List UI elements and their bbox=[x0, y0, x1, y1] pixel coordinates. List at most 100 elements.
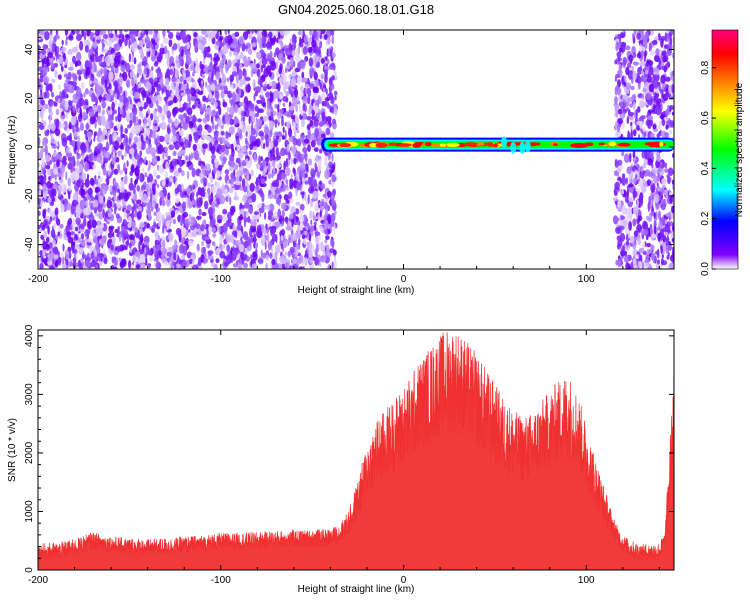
noise-speck bbox=[663, 116, 669, 122]
noise-speck bbox=[67, 48, 73, 56]
noise-speck bbox=[183, 101, 187, 111]
noise-speck bbox=[178, 129, 185, 136]
noise-speck bbox=[178, 99, 182, 110]
noise-speck bbox=[217, 118, 222, 127]
noise-speck bbox=[191, 199, 196, 206]
noise-speck bbox=[666, 236, 670, 243]
noise-speck bbox=[144, 47, 151, 52]
noise-speck bbox=[136, 185, 140, 192]
noise-speck bbox=[225, 147, 229, 156]
noise-speck bbox=[655, 48, 660, 56]
noise-speck bbox=[186, 160, 192, 166]
noise-speck bbox=[133, 193, 137, 202]
noise-speck bbox=[108, 119, 112, 130]
noise-speck bbox=[72, 124, 75, 134]
noise-speck bbox=[64, 30, 68, 36]
noise-speck bbox=[93, 228, 97, 234]
noise-speck bbox=[58, 184, 62, 191]
noise-speck bbox=[124, 245, 128, 250]
noise-speck bbox=[43, 230, 48, 239]
noise-speck bbox=[310, 169, 316, 178]
noise-speck bbox=[119, 30, 123, 36]
noise-speck bbox=[42, 248, 46, 259]
noise-speck bbox=[296, 129, 300, 134]
noise-speck bbox=[653, 103, 656, 109]
noise-speck bbox=[627, 98, 630, 107]
noise-speck bbox=[78, 75, 82, 81]
noise-speck bbox=[242, 168, 248, 174]
noise-speck bbox=[58, 56, 64, 65]
noise-speck bbox=[276, 37, 279, 44]
noise-speck bbox=[284, 251, 288, 256]
noise-speck bbox=[204, 169, 209, 177]
noise-speck bbox=[305, 154, 308, 163]
noise-speck bbox=[119, 261, 125, 269]
noise-speck bbox=[322, 244, 326, 254]
noise-speck bbox=[115, 213, 120, 219]
noise-speck bbox=[239, 51, 244, 59]
noise-speck bbox=[289, 246, 295, 253]
noise-speck bbox=[44, 221, 49, 229]
noise-speck bbox=[218, 235, 224, 244]
noise-speck bbox=[189, 115, 192, 120]
noise-speck bbox=[246, 256, 251, 262]
noise-speck bbox=[39, 74, 44, 83]
noise-speck bbox=[181, 227, 187, 237]
noise-speck bbox=[97, 204, 103, 213]
noise-speck bbox=[242, 178, 246, 186]
noise-speck bbox=[228, 166, 234, 172]
noise-speck bbox=[171, 48, 174, 56]
noise-speck bbox=[327, 216, 332, 225]
noise-speck bbox=[240, 252, 245, 261]
noise-speck bbox=[46, 180, 52, 190]
noise-speck bbox=[94, 96, 98, 102]
noise-speck bbox=[172, 150, 177, 157]
noise-speck bbox=[292, 167, 295, 174]
noise-speck bbox=[637, 238, 641, 246]
noise-speck bbox=[629, 96, 634, 103]
noise-speck bbox=[65, 36, 69, 41]
noise-speck bbox=[315, 154, 319, 162]
noise-speck bbox=[318, 121, 324, 127]
noise-speck bbox=[188, 240, 194, 247]
noise-speck bbox=[292, 258, 298, 263]
noise-speck bbox=[261, 56, 267, 66]
noise-speck bbox=[643, 55, 647, 62]
noise-speck bbox=[268, 81, 273, 87]
noise-speck bbox=[128, 137, 132, 145]
noise-speck bbox=[38, 224, 41, 229]
noise-speck bbox=[284, 67, 288, 74]
noise-speck bbox=[212, 241, 216, 246]
noise-speck bbox=[47, 66, 50, 72]
noise-speck bbox=[131, 54, 134, 63]
noise-speck bbox=[248, 205, 253, 214]
noise-speck bbox=[617, 108, 623, 115]
noise-speck bbox=[643, 228, 649, 236]
noise-speck bbox=[254, 30, 258, 33]
noise-speck bbox=[101, 100, 106, 109]
noise-speck bbox=[300, 111, 304, 116]
noise-speck bbox=[101, 38, 105, 45]
noise-speck bbox=[108, 71, 114, 81]
noise-speck bbox=[268, 120, 275, 129]
noise-speck bbox=[632, 114, 635, 124]
noise-speck bbox=[147, 185, 151, 195]
noise-speck bbox=[101, 96, 107, 102]
noise-speck bbox=[214, 114, 219, 119]
noise-speck bbox=[318, 46, 321, 55]
noise-speck bbox=[80, 82, 85, 90]
noise-speck bbox=[80, 222, 84, 230]
noise-speck bbox=[191, 230, 197, 238]
noise-speck bbox=[130, 177, 133, 184]
noise-speck bbox=[177, 214, 181, 223]
noise-speck bbox=[283, 85, 287, 94]
noise-speck bbox=[141, 184, 146, 191]
noise-speck bbox=[253, 146, 257, 151]
noise-speck bbox=[136, 173, 139, 181]
noise-speck bbox=[44, 91, 47, 99]
noise-speck bbox=[319, 210, 322, 218]
noise-speck bbox=[166, 197, 171, 207]
noise-speck bbox=[44, 144, 48, 155]
noise-speck bbox=[282, 52, 285, 58]
noise-speck bbox=[638, 181, 642, 187]
